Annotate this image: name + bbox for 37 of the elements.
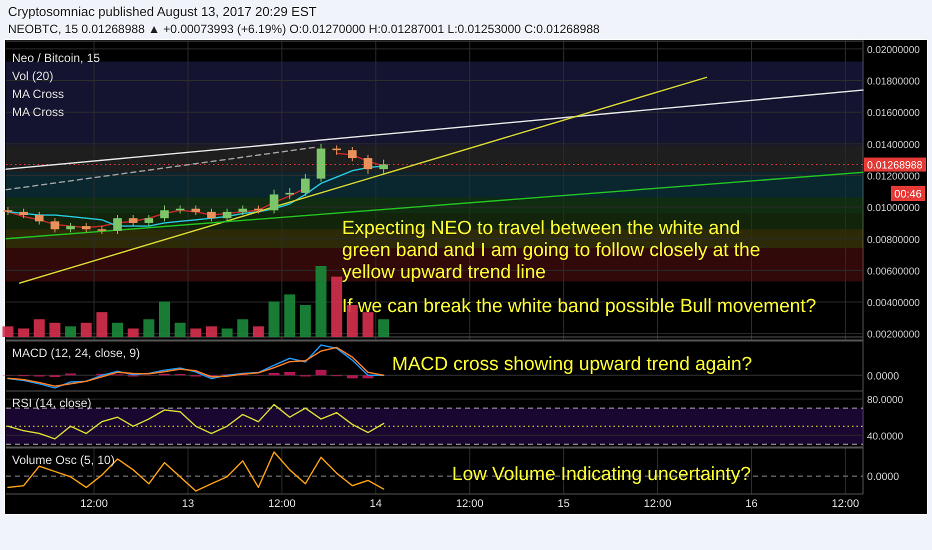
ref-line-label: 0.01268988 (867, 160, 923, 172)
x-tick-label: 14 (370, 498, 382, 510)
y-tick-label: 0.00400000 (867, 298, 920, 310)
x-tick-label: 12:00 (268, 498, 296, 510)
chart-title: Cryptosomniac published August 13, 2017 20:29 EST (8, 4, 317, 19)
annotation: Low Volume Indicating uncertainty? (452, 464, 751, 485)
chart-title: Volume Osc (5, 10) (12, 453, 115, 467)
ref-line-label: 0.0000 (867, 471, 900, 484)
y-tick-label: 0.00200000 (867, 330, 920, 341)
annotation: MA Cross (12, 105, 64, 119)
chart-subtitle: NEOBTC, 15 0.01268988 ▲ +0.00073993 (+6.19%) O:0.01270000 H:0.01287001 L:0.01253000 C:0.01268988 (8, 22, 600, 36)
y-tick-label: 0.01400000 (867, 140, 920, 151)
chart-title: Vol (20) (12, 69, 54, 83)
y-tick-label: 0.00800000 (867, 234, 920, 246)
y-tick-label: 80.0000 (867, 395, 904, 406)
x-tick-label: 15 (558, 498, 570, 510)
x-tick-label: 12:00 (832, 498, 860, 510)
x-tick-label: 12:00 (80, 498, 108, 510)
x-tick-label: 12:00 (644, 498, 672, 510)
y-tick-label: 0.00600000 (867, 266, 920, 278)
chart-title: RSI (14, close) (12, 396, 92, 410)
x-tick-label: 12:00 (456, 498, 484, 510)
y-tick-label: 0.02000000 (867, 44, 920, 56)
text: 00:46 (894, 188, 922, 200)
x-tick-label: 16 (745, 498, 758, 510)
annotation: MACD cross showing upward trend again? (392, 354, 752, 375)
y-tick-label: 0.01600000 (867, 108, 920, 120)
chart-title: MACD (12, 24, close, 9) (12, 346, 140, 360)
annotation: Expecting NEO to travel between the white and green band and I am going to follow closely at the yellow upward trend line (342, 218, 760, 283)
x-tick-label: 13 (182, 498, 194, 510)
annotation: MA Cross (12, 87, 64, 101)
y-tick-label: 0.01200000 (867, 171, 920, 182)
y-tick-label: 0.01000000 (867, 203, 920, 214)
y-tick-label: 0.01800000 (867, 76, 920, 88)
annotation: Neo / Bitcoin, 15 (12, 51, 100, 65)
ref-line-label: 0.0000 (867, 370, 900, 382)
y-tick-label: 40.0000 (867, 431, 904, 442)
